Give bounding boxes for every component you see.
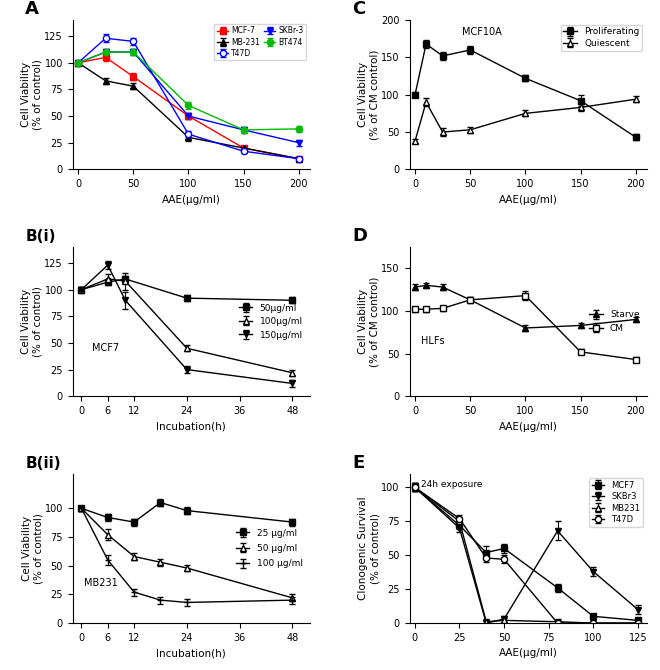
Y-axis label: Cell Viability
(% of CM control): Cell Viability (% of CM control)	[358, 50, 380, 140]
Y-axis label: Cell Viability
(% of CM control): Cell Viability (% of CM control)	[358, 277, 380, 366]
Y-axis label: Cell Viability
(% of control): Cell Viability (% of control)	[21, 286, 43, 357]
Y-axis label: Cell Viability
(% of control): Cell Viability (% of control)	[22, 513, 43, 584]
Text: B(ii): B(ii)	[25, 456, 61, 471]
Text: D: D	[352, 227, 368, 245]
Text: HLFs: HLFs	[421, 336, 445, 346]
X-axis label: AAE(μg/ml): AAE(μg/ml)	[499, 649, 558, 659]
X-axis label: Incubation(h): Incubation(h)	[156, 649, 226, 659]
Text: B(i): B(i)	[25, 229, 55, 244]
Text: 24h exposure: 24h exposure	[421, 480, 483, 489]
Text: E: E	[352, 454, 365, 472]
Y-axis label: Cell Viability
(% of control): Cell Viability (% of control)	[21, 59, 43, 130]
Text: C: C	[352, 0, 366, 18]
X-axis label: Incubation(h): Incubation(h)	[156, 421, 226, 431]
Legend: MCF7, SKBr3, MB231, T47D: MCF7, SKBr3, MB231, T47D	[589, 478, 643, 527]
Legend: 50μg/ml, 100μg/ml, 150μg/ml: 50μg/ml, 100μg/ml, 150μg/ml	[236, 301, 306, 342]
X-axis label: AAE(μg/ml): AAE(μg/ml)	[499, 421, 558, 431]
Text: MCF7: MCF7	[92, 344, 119, 354]
Y-axis label: Clonogenic Survival
(% of control): Clonogenic Survival (% of control)	[358, 496, 380, 600]
Text: MB231: MB231	[84, 578, 118, 588]
Text: MCF10A: MCF10A	[462, 27, 502, 37]
Text: A: A	[25, 0, 39, 18]
Legend: Starve, CM: Starve, CM	[587, 308, 642, 336]
Legend: Proliferating, Quiescent: Proliferating, Quiescent	[561, 25, 642, 51]
X-axis label: AAE(μg/ml): AAE(μg/ml)	[162, 195, 220, 204]
Legend: MCF-7, MB-231, T47D, SKBr-3, BT474: MCF-7, MB-231, T47D, SKBr-3, BT474	[214, 24, 306, 60]
Legend: 25 μg/ml, 50 μg/ml, 100 μg/ml: 25 μg/ml, 50 μg/ml, 100 μg/ml	[233, 526, 306, 571]
X-axis label: AAE(μg/ml): AAE(μg/ml)	[499, 195, 558, 204]
